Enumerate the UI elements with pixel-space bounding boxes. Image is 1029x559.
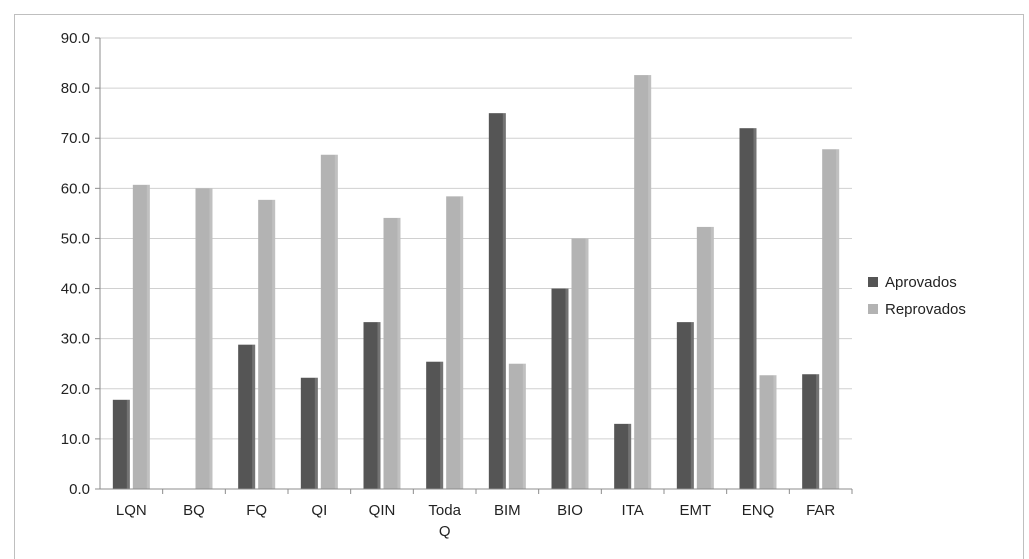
bars [112, 75, 840, 490]
bar-reprovados-5 [446, 196, 464, 489]
bar-reprovados-6 [508, 363, 526, 489]
y-tick-label: 0.0 [69, 481, 90, 498]
bar-highlight [565, 288, 569, 489]
legend-label-reprovados: Reprovados [885, 301, 966, 318]
bar-reprovados-4 [383, 217, 401, 489]
bar-highlight [146, 184, 150, 489]
x-tick-label: QI [311, 502, 327, 519]
bar-reprovados-9 [696, 226, 714, 489]
bar-highlight [460, 196, 464, 489]
bar-highlight [522, 363, 526, 489]
bar-aprovados-11 [802, 374, 820, 489]
bar-highlight [502, 113, 506, 490]
bar-highlight [209, 188, 213, 490]
bar-reprovados-8 [634, 75, 652, 490]
bar-highlight [753, 128, 757, 489]
legend-swatch-aprovados [868, 277, 878, 287]
bar-highlight [585, 238, 589, 489]
y-tick-label: 70.0 [61, 130, 90, 147]
y-tick-label: 30.0 [61, 331, 90, 348]
bar-aprovados-10 [739, 128, 757, 489]
bar-highlight [816, 374, 820, 489]
x-tick-label: EMT [679, 502, 711, 519]
bar-aprovados-4 [363, 322, 381, 489]
x-tick-label: Toda Q [428, 502, 461, 540]
y-tick-label: 60.0 [61, 180, 90, 197]
x-tick-label: BQ [183, 502, 205, 519]
x-tick-label: BIO [557, 502, 583, 519]
bar-highlight [710, 226, 714, 489]
y-tick-label: 50.0 [61, 230, 90, 247]
bar-reprovados-10 [759, 375, 777, 489]
bar-aprovados-9 [676, 322, 694, 489]
bar-reprovados-1 [195, 188, 213, 490]
y-tick-label: 20.0 [61, 381, 90, 398]
bar-highlight [397, 217, 401, 489]
bar-reprovados-11 [822, 149, 840, 489]
bar-highlight [314, 377, 318, 489]
bar-highlight [628, 423, 632, 489]
gridlines [100, 37, 852, 440]
legend: Aprovados Reprovados [868, 274, 966, 318]
bar-aprovados-2 [238, 344, 256, 489]
bar-highlight [272, 199, 276, 489]
x-tick-label: QIN [369, 502, 396, 519]
bar-highlight [252, 344, 256, 489]
y-tick-label: 90.0 [61, 30, 90, 47]
bar-reprovados-7 [571, 238, 589, 489]
bar-highlight [440, 361, 444, 489]
bar-reprovados-0 [132, 184, 150, 489]
bar-highlight [648, 75, 652, 490]
x-tick-labels: LQN BQ FQ QI QIN Toda Q BIM BIO ITA EMT ENQ FAR [116, 502, 836, 540]
legend-swatch-reprovados [868, 304, 878, 314]
x-tick-label: ENQ [742, 502, 775, 519]
y-tick-label: 10.0 [61, 431, 90, 448]
bar-reprovados-3 [320, 154, 338, 489]
y-tick-label: 80.0 [61, 80, 90, 97]
bar-reprovados-2 [258, 199, 276, 489]
y-tick-label: 40.0 [61, 281, 90, 298]
legend-label-aprovados: Aprovados [885, 274, 957, 291]
x-tick-label: FQ [246, 502, 267, 519]
bar-aprovados-8 [614, 423, 632, 489]
axes [95, 37, 853, 494]
y-tick-labels: 0.0 10.0 20.0 30.0 40.0 50.0 60.0 70.0 80.0 90.0 [61, 30, 90, 498]
bar-highlight [334, 154, 338, 489]
x-tick-label: ITA [622, 502, 644, 519]
bar-highlight [377, 322, 381, 489]
bar-aprovados-0 [112, 399, 130, 489]
bar-aprovados-7 [551, 288, 569, 489]
bar-aprovados-5 [426, 361, 444, 489]
chart-frame [14, 14, 1024, 559]
bar-highlight [836, 149, 840, 489]
x-tick-label: BIM [494, 502, 521, 519]
bar-aprovados-3 [300, 377, 318, 489]
bar-highlight [126, 399, 130, 489]
x-tick-label: FAR [806, 502, 835, 519]
bar-aprovados-6 [488, 113, 506, 490]
bar-highlight [773, 375, 777, 489]
x-tick-label: LQN [116, 502, 147, 519]
bar-highlight [690, 322, 694, 489]
